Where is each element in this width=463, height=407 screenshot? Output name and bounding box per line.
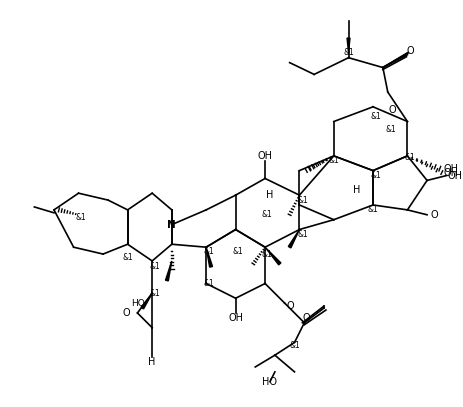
Text: &1: &1 [232, 247, 243, 256]
Polygon shape [347, 38, 350, 53]
Text: &1: &1 [75, 213, 86, 222]
Text: &1: &1 [122, 252, 133, 262]
Text: O: O [302, 313, 310, 323]
Text: HO: HO [131, 299, 145, 308]
Text: O: O [287, 301, 294, 311]
Text: &1: &1 [262, 249, 272, 258]
Text: OH: OH [444, 168, 459, 177]
Text: OH: OH [448, 171, 463, 181]
Text: &1: &1 [368, 206, 378, 214]
Polygon shape [265, 247, 281, 265]
Text: O: O [389, 105, 396, 115]
Text: N: N [168, 220, 176, 230]
Text: &1: &1 [289, 341, 300, 350]
Text: &1: &1 [371, 171, 382, 180]
Text: &1: &1 [385, 125, 396, 134]
Text: &1: &1 [404, 153, 415, 162]
Text: H: H [149, 357, 156, 367]
Text: O: O [407, 46, 414, 56]
Text: OH: OH [257, 151, 273, 161]
Text: H: H [266, 190, 274, 200]
Text: OH: OH [444, 164, 459, 174]
Text: O: O [123, 308, 131, 318]
Polygon shape [141, 293, 152, 309]
Text: &1: &1 [297, 196, 308, 205]
Text: &1: &1 [328, 156, 339, 165]
Polygon shape [288, 230, 300, 248]
Text: &1: &1 [371, 112, 382, 121]
Text: &1: &1 [343, 48, 354, 57]
Text: H: H [353, 185, 360, 195]
Text: OH: OH [228, 313, 243, 323]
Text: &1: &1 [150, 289, 161, 298]
Text: HO: HO [263, 377, 277, 387]
Text: &1: &1 [297, 230, 308, 239]
Text: &1: &1 [204, 279, 214, 288]
Text: &1: &1 [204, 247, 214, 256]
Text: &1: &1 [150, 263, 161, 271]
Polygon shape [165, 261, 172, 281]
Polygon shape [206, 247, 213, 267]
Text: O: O [430, 210, 438, 220]
Text: &1: &1 [262, 210, 272, 219]
